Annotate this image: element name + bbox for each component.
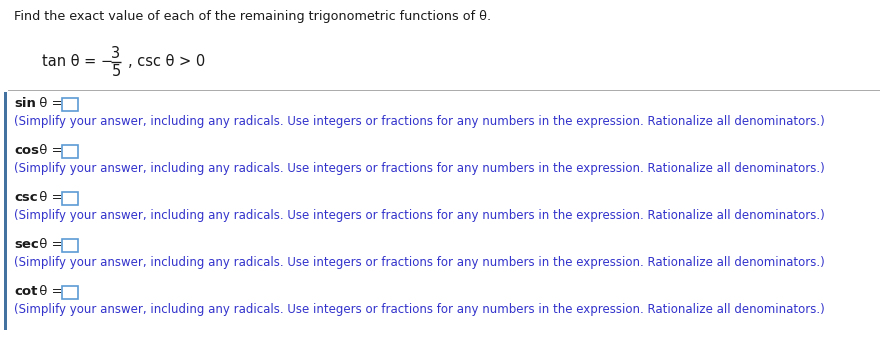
- Text: θ =: θ =: [35, 144, 66, 157]
- FancyBboxPatch shape: [62, 145, 79, 158]
- Text: (Simplify your answer, including any radicals. Use integers or fractions for any: (Simplify your answer, including any rad…: [14, 115, 824, 128]
- Text: 5: 5: [112, 63, 120, 79]
- Text: θ =: θ =: [35, 238, 66, 251]
- Text: sin: sin: [14, 97, 35, 110]
- Text: (Simplify your answer, including any radicals. Use integers or fractions for any: (Simplify your answer, including any rad…: [14, 303, 824, 316]
- Text: θ =: θ =: [35, 97, 66, 110]
- FancyBboxPatch shape: [62, 98, 79, 111]
- Text: (Simplify your answer, including any radicals. Use integers or fractions for any: (Simplify your answer, including any rad…: [14, 256, 824, 269]
- Text: (Simplify your answer, including any radicals. Use integers or fractions for any: (Simplify your answer, including any rad…: [14, 162, 824, 175]
- Text: tan θ = −: tan θ = −: [42, 55, 113, 69]
- Text: 3: 3: [112, 45, 120, 61]
- Text: cos: cos: [14, 144, 39, 157]
- FancyBboxPatch shape: [62, 192, 79, 205]
- Text: θ =: θ =: [35, 285, 66, 298]
- FancyBboxPatch shape: [62, 286, 79, 299]
- Bar: [4, 92, 7, 330]
- Text: Find the exact value of each of the remaining trigonometric functions of θ.: Find the exact value of each of the rema…: [14, 10, 491, 23]
- Text: cot: cot: [14, 285, 37, 298]
- Text: csc: csc: [14, 191, 37, 204]
- Text: θ =: θ =: [35, 191, 66, 204]
- Text: sec: sec: [14, 238, 39, 251]
- Text: , csc θ > 0: , csc θ > 0: [128, 55, 205, 69]
- Text: (Simplify your answer, including any radicals. Use integers or fractions for any: (Simplify your answer, including any rad…: [14, 209, 824, 222]
- FancyBboxPatch shape: [62, 239, 79, 252]
